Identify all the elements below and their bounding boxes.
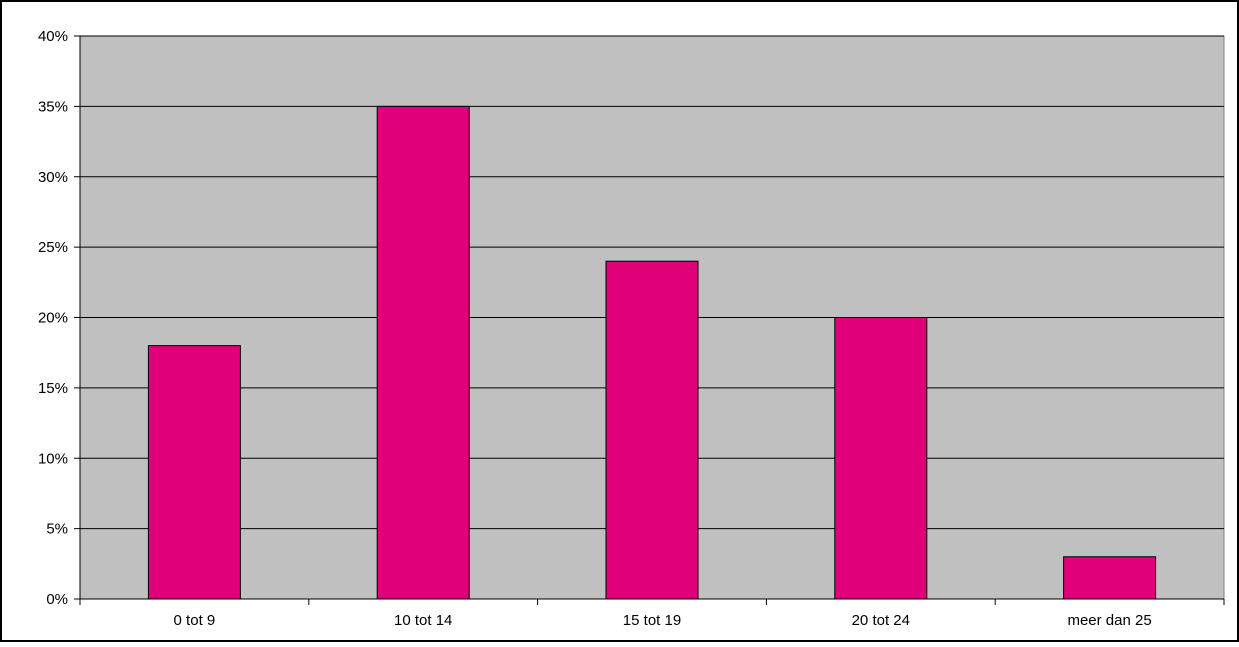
bar xyxy=(605,260,699,600)
x-tick-label: meer dan 25 xyxy=(1067,612,1151,629)
y-tick-label: 35% xyxy=(38,98,68,115)
x-tick-label: 20 tot 24 xyxy=(852,612,910,629)
y-tick-label: 0% xyxy=(46,591,68,608)
x-tick-labels: 0 tot 9 10 tot 14 15 tot 19 20 tot 24 meer d… xyxy=(174,612,1152,629)
y-tick-labels: 0% 5% 10% 15% 20% 25% 30% 35% 40% xyxy=(38,28,68,608)
bars xyxy=(147,105,1157,600)
y-tick-label: 15% xyxy=(38,380,68,397)
bar xyxy=(147,345,241,600)
y-tick-label: 10% xyxy=(38,450,68,467)
y-tick-label: 40% xyxy=(38,28,68,45)
x-tick-label: 0 tot 9 xyxy=(174,612,216,629)
bar xyxy=(1063,556,1157,600)
y-tick-label: 5% xyxy=(46,521,68,538)
axes xyxy=(74,35,1225,605)
bar xyxy=(834,317,928,600)
y-tick-label: 30% xyxy=(38,169,68,186)
y-tick-label: 25% xyxy=(38,239,68,256)
x-tick-label: 10 tot 14 xyxy=(394,612,452,629)
x-tick-label: 15 tot 19 xyxy=(623,612,681,629)
y-tick-label: 20% xyxy=(38,310,68,327)
bar xyxy=(376,105,470,600)
